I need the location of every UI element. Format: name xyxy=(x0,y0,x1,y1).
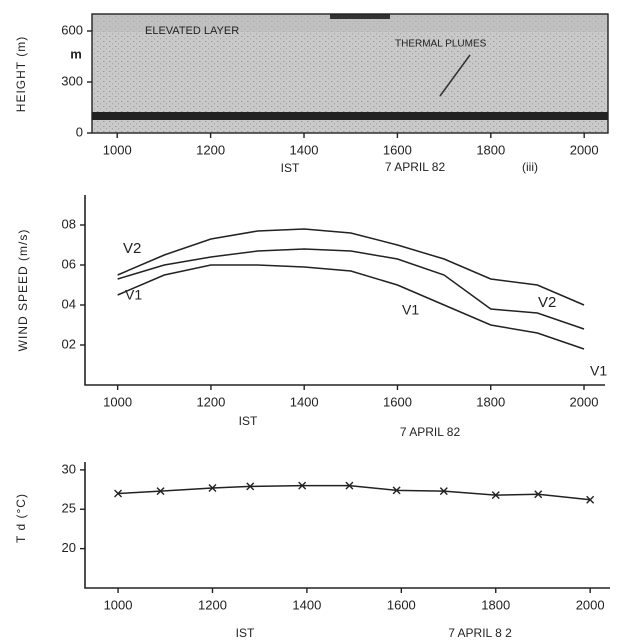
x-tick-label: 1000 xyxy=(104,597,133,612)
point-marker xyxy=(491,491,500,500)
y-tick-label: 25 xyxy=(62,501,76,516)
point-marker xyxy=(298,481,307,490)
axis-text: 7 APRIL 8 2 xyxy=(448,626,512,640)
x-tick-label: 1000 xyxy=(103,142,132,157)
y-tick-label: 04 xyxy=(62,296,76,311)
point-marker xyxy=(345,481,354,490)
x-tick-label: 1200 xyxy=(196,142,225,157)
y-tick-label: 300 xyxy=(61,73,83,88)
annotation: V2 xyxy=(123,240,141,257)
y-axis-label: T d (°C) xyxy=(14,493,28,543)
annotation: THERMAL PLUMES xyxy=(395,39,487,50)
x-tick-label: 1600 xyxy=(383,142,412,157)
series-line xyxy=(117,248,585,330)
y-axis-label: HEIGHT (m) xyxy=(14,36,28,112)
y-tick-label: 08 xyxy=(62,216,76,231)
echogram-image xyxy=(91,13,609,134)
point-marker xyxy=(156,487,165,496)
y-unit: m xyxy=(70,46,82,61)
x-tick-label: 1400 xyxy=(290,394,319,409)
x-tick-label: 1600 xyxy=(383,394,412,409)
y-tick-label: 20 xyxy=(62,540,76,555)
annotation: ELEVATED LAYER xyxy=(145,25,239,37)
point-marker xyxy=(392,486,401,495)
y-tick-label: 06 xyxy=(62,256,76,271)
annotation: V1 xyxy=(590,363,607,379)
axes xyxy=(84,195,605,386)
axis-text: IST xyxy=(239,414,258,428)
point-marker xyxy=(246,482,255,491)
x-tick-label: 2000 xyxy=(576,597,605,612)
point-marker xyxy=(534,490,543,499)
axis-text: 7 APRIL 82 xyxy=(400,425,461,439)
x-tick-label: 1800 xyxy=(476,394,505,409)
x-tick-label: 1600 xyxy=(387,597,416,612)
axis-text: IST xyxy=(236,626,255,640)
axis-text: 7 APRIL 82 xyxy=(385,160,446,174)
point-marker xyxy=(439,487,448,496)
x-tick-label: 1000 xyxy=(103,394,132,409)
series-line xyxy=(118,484,591,501)
x-tick-label: 1400 xyxy=(290,142,319,157)
axes xyxy=(84,462,610,589)
x-tick-label: 1800 xyxy=(476,142,505,157)
y-tick-label: 30 xyxy=(62,461,76,476)
series-line xyxy=(117,264,585,350)
point-marker xyxy=(208,483,217,492)
x-tick-label: 1800 xyxy=(481,597,510,612)
point-marker xyxy=(114,489,123,498)
y-tick-label: 02 xyxy=(62,336,76,351)
x-tick-label: 1200 xyxy=(198,597,227,612)
y-tick-label: 600 xyxy=(61,22,83,37)
x-tick-label: 2000 xyxy=(570,394,599,409)
axis-text: IST xyxy=(281,161,300,175)
axis-text: (iii) xyxy=(522,160,538,174)
annotation: V1 xyxy=(125,287,142,303)
x-tick-label: 2000 xyxy=(570,142,599,157)
y-axis-label: WIND SPEED (m/s) xyxy=(16,229,30,352)
annotation: V1 xyxy=(402,302,419,318)
series-line xyxy=(117,228,585,306)
x-tick-label: 1400 xyxy=(292,597,321,612)
x-tick-label: 1200 xyxy=(196,394,225,409)
y-tick-label: 0 xyxy=(76,124,83,139)
point-marker xyxy=(586,495,595,504)
annotation: V2 xyxy=(538,294,556,311)
